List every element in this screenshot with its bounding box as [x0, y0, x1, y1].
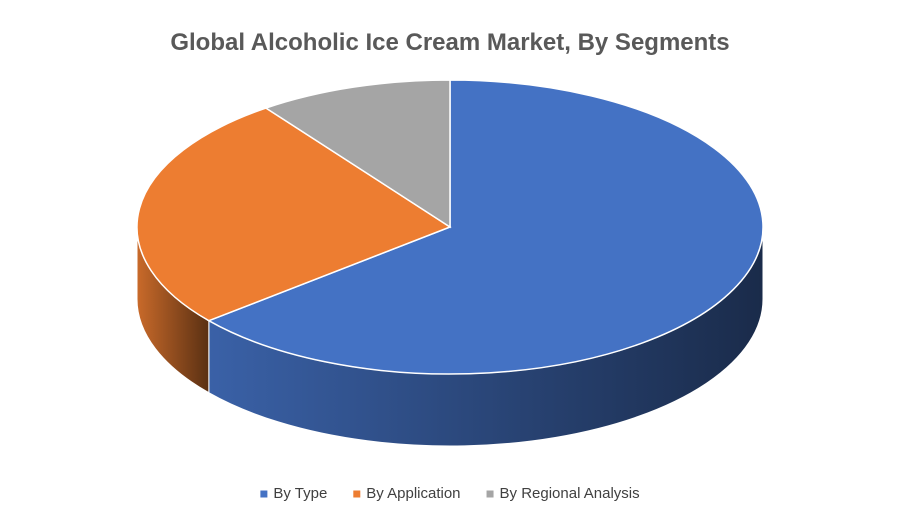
- legend: By Type By Application By Regional Analysi…: [260, 485, 640, 502]
- legend-swatch: [260, 490, 268, 498]
- slice: [264, 79, 451, 229]
- slice: [136, 107, 452, 322]
- pie: [136, 79, 764, 447]
- legend-label: By Regional Analysis: [500, 485, 640, 502]
- legend-label: By Application: [366, 485, 460, 502]
- legend-swatch: [353, 490, 361, 498]
- slice: [207, 79, 764, 375]
- chart-title: Global Alcoholic Ice Cream Market, By Se…: [170, 29, 729, 56]
- legend-swatch: [486, 490, 494, 498]
- legend-label: By Type: [273, 485, 327, 502]
